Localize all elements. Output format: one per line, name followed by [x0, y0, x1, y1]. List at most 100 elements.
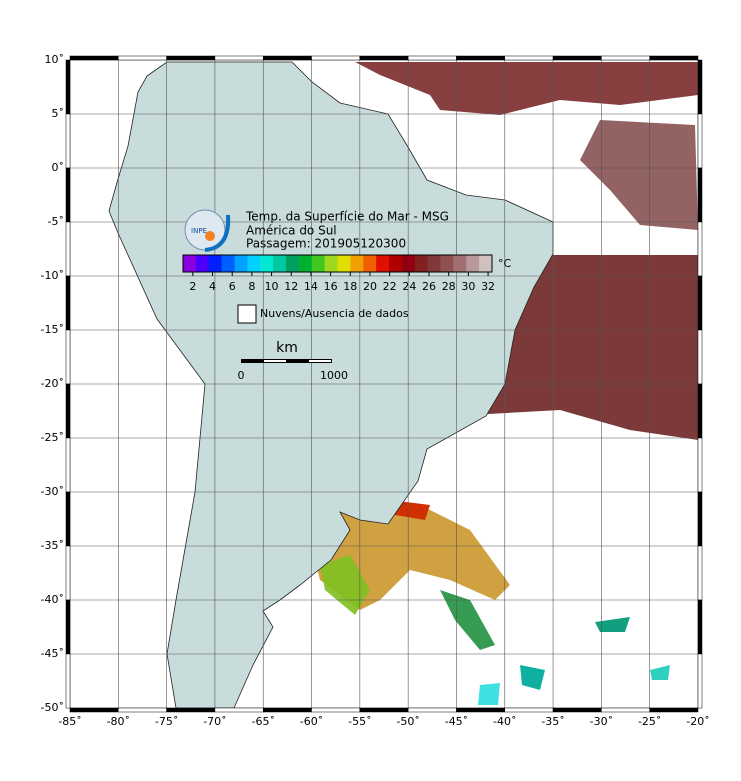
frame-segment	[456, 55, 506, 61]
frame-segment	[456, 707, 506, 713]
frame-segment	[697, 545, 703, 601]
frame-segment	[601, 707, 650, 713]
colorbar-swatch	[440, 255, 454, 272]
colorbar-tick-label: 30	[461, 280, 475, 293]
colorbar-tick-label: 12	[284, 280, 298, 293]
y-tick-label: 0˚	[52, 161, 65, 174]
frame-segment	[311, 707, 361, 713]
scale-label: 0	[238, 369, 245, 382]
frame-segment	[697, 113, 703, 169]
colorbar: 2 4 6 8 10 12 14 16 18 20 22 24 26 28 30 32	[182, 254, 495, 293]
y-tick-label: 10˚	[45, 53, 65, 66]
frame-segment	[65, 545, 71, 601]
colorbar-swatch	[286, 255, 300, 272]
colorbar-swatch	[427, 255, 441, 272]
x-tick-label: -65˚	[251, 715, 274, 728]
colorbar-tick-label: 32	[481, 280, 495, 293]
y-tick-label: -35˚	[41, 539, 64, 552]
x-tick-label: -20˚	[686, 715, 709, 728]
colorbar-swatch	[221, 255, 235, 272]
frame-segment	[697, 167, 703, 223]
x-tick-label: -25˚	[638, 715, 661, 728]
colorbar-tick-label: 6	[229, 280, 236, 293]
colorbar-swatch	[414, 255, 429, 272]
scale-bar	[309, 360, 331, 362]
frame-segment	[649, 707, 699, 713]
y-tick-label: -5˚	[48, 215, 64, 228]
colorbar-tick-label: 4	[209, 280, 216, 293]
sst-patch	[650, 665, 670, 680]
frame-segment	[262, 55, 312, 61]
scale-bar	[241, 359, 332, 363]
legend-swatch	[237, 304, 257, 324]
frame-segment	[65, 275, 71, 331]
colorbar-swatch	[260, 255, 274, 272]
colorbar-swatch	[247, 255, 261, 272]
x-tick-label: -50˚	[396, 715, 419, 728]
frame-segment	[311, 55, 361, 61]
frame-segment	[407, 55, 457, 61]
legend-label: Nuvens/Ausencia de dados	[260, 307, 409, 320]
colorbar-tick-label: 26	[422, 280, 436, 293]
colorbar-swatch	[376, 255, 390, 272]
colorbar-tick-label: 10	[265, 280, 279, 293]
sst-patch	[440, 590, 495, 650]
y-tick-label: -10˚	[41, 269, 64, 282]
sst-patch	[595, 617, 630, 632]
colorbar-swatch	[401, 255, 416, 272]
frame-segment	[649, 55, 699, 61]
colorbar-swatch	[208, 255, 223, 272]
colorbar-swatch	[298, 255, 313, 272]
y-tick-label: -40˚	[41, 593, 64, 606]
ocean-data	[315, 62, 700, 705]
frame-segment	[65, 221, 71, 277]
frame-segment	[65, 59, 71, 115]
frame-segment	[552, 55, 602, 61]
title-line: América do Sul	[246, 224, 337, 238]
scale-bar	[264, 360, 286, 362]
x-tick-label: -45˚	[445, 715, 468, 728]
frame-segment	[65, 653, 71, 709]
frame-segment	[697, 491, 703, 547]
frame-segment	[65, 383, 71, 439]
sst-patch	[355, 62, 700, 115]
colorbar-tick-label: 18	[343, 280, 357, 293]
x-tick-label: -40˚	[493, 715, 516, 728]
y-tick-label: -30˚	[41, 485, 64, 498]
colorbar-swatch	[453, 255, 467, 272]
x-tick-label: -85˚	[58, 715, 81, 728]
y-tick-label: -15˚	[41, 323, 64, 336]
frame-segment	[69, 55, 119, 61]
frame-segment	[166, 707, 216, 713]
frame-segment	[697, 329, 703, 385]
frame-segment	[214, 55, 264, 61]
colorbar-swatch	[273, 255, 287, 272]
frame-segment	[359, 707, 409, 713]
logo-text: INPE	[191, 227, 207, 235]
frame-segment	[65, 329, 71, 385]
frame-segment	[697, 653, 703, 709]
colorbar-tick-label: 24	[402, 280, 416, 293]
sst-patch	[520, 665, 545, 690]
y-tick-label: -50˚	[41, 701, 64, 714]
frame-segment	[697, 383, 703, 439]
colorbar-tick-label: 20	[363, 280, 377, 293]
x-tick-label: -75˚	[155, 715, 178, 728]
x-tick-label: -70˚	[203, 715, 226, 728]
colorbar-swatch	[479, 255, 493, 272]
sst-patch	[478, 683, 500, 705]
title-line: Passagem: 201905120300	[246, 237, 406, 251]
frame-segment	[69, 707, 119, 713]
colorbar-swatch	[363, 255, 377, 272]
scale-label: 1000	[320, 369, 348, 382]
y-tick-label: -45˚	[41, 647, 64, 660]
colorbar-swatch	[195, 255, 210, 272]
frame-segment	[166, 55, 216, 61]
frame-segment	[552, 707, 602, 713]
frame-segment	[65, 599, 71, 655]
colorbar-swatch	[324, 255, 338, 272]
frame-segment	[65, 491, 71, 547]
colorbar-swatch	[234, 255, 248, 272]
colorbar-unit: °C	[498, 257, 512, 270]
